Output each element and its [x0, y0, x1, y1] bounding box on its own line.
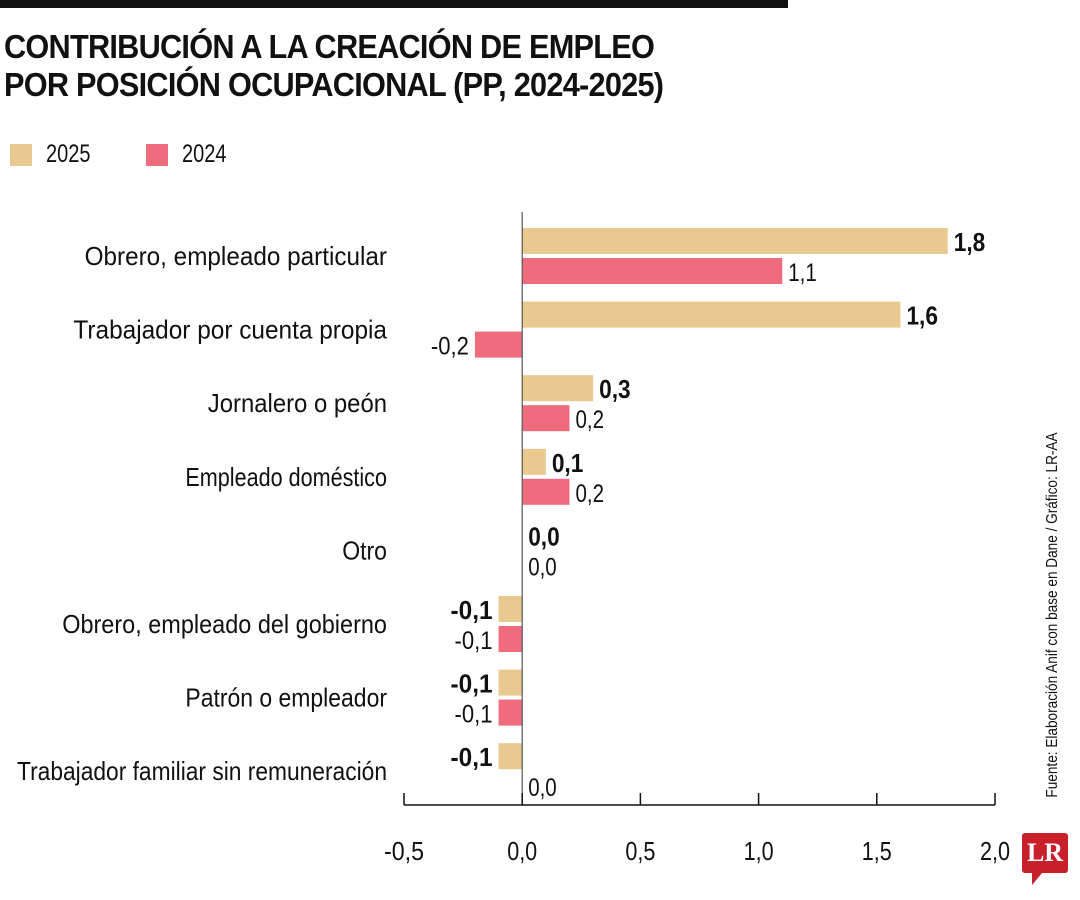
data-label-2024: 1,1: [788, 259, 817, 287]
data-label-2024: -0,2: [431, 333, 469, 361]
legend-label-2025: 2025: [46, 140, 91, 168]
bar-2024: [474, 331, 523, 358]
data-label-2025: 0,3: [599, 374, 631, 404]
data-label-2024: 0,0: [528, 553, 557, 581]
chart-title: CONTRIBUCIÓN A LA CREACIÓN DE EMPLEO POR…: [4, 28, 664, 104]
category-label: Patrón o empleador: [185, 683, 387, 713]
category-label: Obrero, empleado particular: [85, 241, 388, 271]
x-tick-label: 0,5: [625, 836, 655, 866]
x-tick-label: 0,0: [507, 836, 537, 866]
legend: 2025 2024: [10, 140, 281, 169]
top-rule: [0, 0, 788, 8]
bar-2025: [522, 301, 901, 328]
bar-2025: [498, 596, 523, 622]
data-label-2024: 0,0: [528, 774, 557, 802]
data-label-2024: -0,1: [455, 701, 493, 729]
bar-2025: [498, 743, 523, 770]
data-label-2024: 0,2: [575, 406, 604, 434]
bar-2025: [522, 375, 594, 402]
title-line-2: POR POSICIÓN OCUPACIONAL (PP, 2024-2025): [4, 66, 664, 103]
legend-swatch-2025: [10, 143, 32, 166]
category-label: Jornalero o peón: [208, 388, 387, 418]
legend-item-2024: 2024: [145, 140, 238, 169]
category-label: Trabajador por cuenta propia: [73, 315, 387, 345]
legend-swatch-2024: [145, 143, 168, 166]
bar-2024: [498, 626, 523, 652]
data-label-2024: -0,1: [455, 627, 493, 655]
bar-2025: [498, 669, 523, 696]
legend-label-2024: 2024: [181, 140, 227, 168]
category-label: Trabajador familiar sin remuneración: [17, 756, 387, 786]
data-label-2025: -0,1: [451, 595, 493, 625]
x-tick-label: 1,0: [744, 836, 774, 866]
data-label-2025: -0,1: [451, 742, 493, 772]
category-label: Otro: [342, 535, 387, 565]
data-label-2025: 1,6: [906, 301, 938, 331]
category-label: Obrero, empleado del gobierno: [62, 609, 387, 639]
data-label-2024: 0,2: [575, 480, 604, 508]
bar-2024: [522, 478, 570, 505]
legend-item-2025: 2025: [10, 140, 102, 169]
data-label-2025: 1,8: [954, 227, 986, 257]
data-label-2025: -0,1: [451, 669, 493, 699]
bar-2024: [522, 258, 783, 284]
title-line-1: CONTRIBUCIÓN A LA CREACIÓN DE EMPLEO: [4, 28, 655, 65]
bar-2025: [522, 228, 948, 254]
data-label-2025: 0,1: [552, 448, 584, 478]
x-tick-label: 1,5: [862, 836, 892, 866]
data-label-2025: 0,0: [528, 521, 560, 551]
x-tick-label: 2,0: [980, 836, 1010, 866]
bar-2025: [522, 448, 546, 475]
bar-2024: [498, 699, 523, 726]
category-label: Empleado doméstico: [185, 462, 387, 492]
bar-2024: [522, 405, 570, 432]
x-tick-label: -0,5: [384, 836, 424, 866]
lr-logo: LR: [1022, 833, 1068, 885]
